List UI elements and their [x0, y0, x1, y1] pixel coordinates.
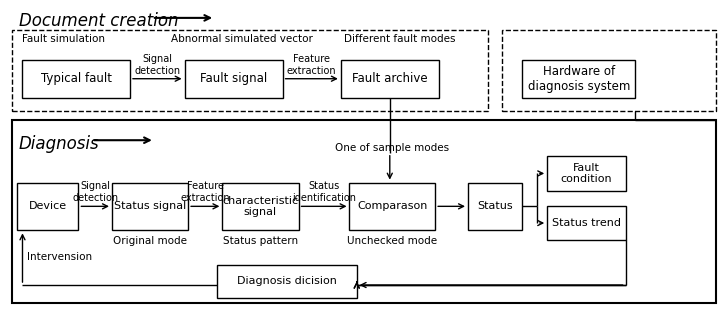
Text: Status signal: Status signal	[114, 202, 186, 211]
Text: Status pattern: Status pattern	[223, 236, 298, 246]
Text: Original mode: Original mode	[114, 236, 187, 246]
FancyBboxPatch shape	[184, 60, 282, 98]
FancyBboxPatch shape	[23, 60, 130, 98]
Text: Status trend: Status trend	[552, 218, 621, 228]
FancyBboxPatch shape	[468, 183, 523, 230]
Text: Fault
condition: Fault condition	[561, 163, 612, 184]
Text: Fault signal: Fault signal	[200, 72, 267, 85]
FancyBboxPatch shape	[349, 183, 435, 230]
Text: Fault archive: Fault archive	[352, 72, 427, 85]
Text: Unchecked mode: Unchecked mode	[347, 236, 438, 246]
Text: Diagnosis: Diagnosis	[19, 134, 100, 153]
FancyBboxPatch shape	[112, 183, 188, 230]
FancyBboxPatch shape	[17, 183, 79, 230]
Text: Comparason: Comparason	[357, 202, 427, 211]
Text: Typical fault: Typical fault	[41, 72, 112, 85]
Text: characteristic
signal: characteristic signal	[222, 196, 298, 217]
Text: Different fault modes: Different fault modes	[344, 34, 455, 44]
Text: Feature
extraction: Feature extraction	[287, 54, 336, 76]
FancyBboxPatch shape	[222, 183, 298, 230]
Text: Hardware of
diagnosis system: Hardware of diagnosis system	[528, 65, 630, 93]
FancyBboxPatch shape	[547, 206, 625, 240]
Text: Fault simulation: Fault simulation	[23, 34, 106, 44]
FancyBboxPatch shape	[341, 60, 439, 98]
FancyBboxPatch shape	[547, 156, 625, 191]
Text: Document creation: Document creation	[19, 12, 178, 30]
Text: Feature
extraction: Feature extraction	[181, 181, 230, 203]
Text: One of sample modes: One of sample modes	[336, 143, 449, 153]
Text: Signal
detection: Signal detection	[135, 54, 181, 76]
FancyBboxPatch shape	[217, 265, 357, 297]
Text: Status: Status	[478, 202, 513, 211]
Text: Intervension: Intervension	[27, 252, 92, 262]
Text: Abnormal simulated vector: Abnormal simulated vector	[172, 34, 313, 44]
Text: Status
identification: Status identification	[292, 181, 356, 203]
Text: Device: Device	[28, 202, 67, 211]
FancyBboxPatch shape	[523, 60, 635, 98]
Text: Signal
detection: Signal detection	[72, 181, 118, 203]
Text: Diagnosis dicision: Diagnosis dicision	[237, 276, 337, 287]
